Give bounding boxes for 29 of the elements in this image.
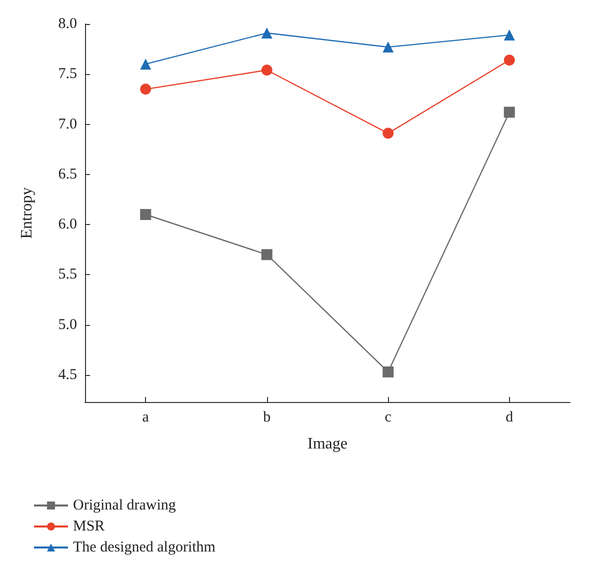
y-tick-label: 5.5 bbox=[58, 266, 77, 283]
y-tick-label: 6.0 bbox=[58, 216, 77, 233]
point bbox=[261, 249, 272, 260]
x-axis-title: Image bbox=[308, 436, 348, 452]
point bbox=[140, 84, 152, 95]
x-tick-label: c bbox=[384, 410, 392, 426]
legend-label: The designed algorithm bbox=[73, 540, 216, 556]
point bbox=[382, 366, 394, 378]
y-tick-label: 8.0 bbox=[58, 16, 77, 32]
point bbox=[504, 106, 515, 118]
y-axis-title: Entropy bbox=[18, 187, 36, 239]
point bbox=[382, 42, 394, 53]
y-tick-label: 4.5 bbox=[58, 366, 77, 383]
y-tick-label: 5.0 bbox=[58, 316, 77, 333]
y-tick-label: 6.5 bbox=[58, 166, 77, 182]
point bbox=[140, 58, 152, 70]
x-tick-label: d bbox=[506, 410, 514, 426]
point bbox=[140, 209, 152, 220]
legend-label: MSR bbox=[73, 518, 105, 534]
legend-label: Original drawing bbox=[73, 498, 176, 514]
y-tick-label: 7.5 bbox=[58, 66, 77, 82]
y-tick-label: 7.0 bbox=[58, 116, 77, 132]
point bbox=[261, 64, 272, 76]
point bbox=[504, 54, 515, 66]
point bbox=[504, 30, 515, 41]
point bbox=[382, 128, 394, 139]
point bbox=[261, 28, 272, 39]
x-tick-label: b bbox=[263, 410, 271, 426]
x-tick-label: a bbox=[142, 410, 150, 426]
